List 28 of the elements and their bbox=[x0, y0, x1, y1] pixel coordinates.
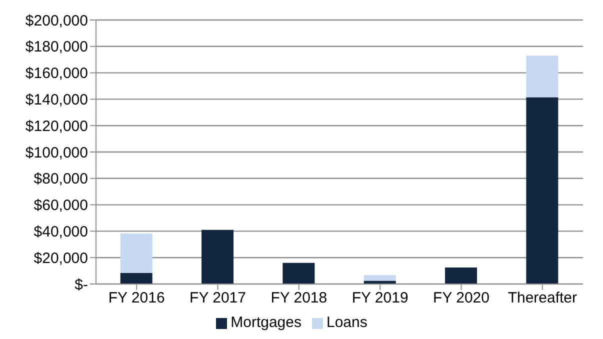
legend-label: Loans bbox=[326, 314, 368, 331]
y-tick-label: $180,000 bbox=[25, 38, 88, 56]
bar bbox=[120, 233, 152, 274]
y-tick-label: $200,000 bbox=[25, 12, 88, 30]
bar bbox=[526, 56, 558, 98]
y-tick-label: $40,000 bbox=[34, 224, 88, 241]
y-tick-label: $140,000 bbox=[25, 92, 88, 109]
bar bbox=[364, 275, 396, 281]
bar bbox=[202, 230, 234, 284]
legend-label: Mortgages bbox=[230, 314, 302, 331]
bar bbox=[445, 268, 478, 284]
x-tick-label: FY 2016 bbox=[108, 290, 165, 307]
x-tick-label: FY 2018 bbox=[270, 290, 328, 307]
y-tick-label: $20,000 bbox=[34, 250, 88, 267]
x-tick-label: FY 2019 bbox=[352, 290, 408, 307]
y-tick-label: $160,000 bbox=[25, 65, 88, 82]
bar bbox=[282, 262, 315, 284]
y-tick-label: $- bbox=[74, 276, 88, 294]
y-tick-label: $60,000 bbox=[34, 197, 88, 214]
bar bbox=[120, 273, 152, 284]
bar bbox=[364, 280, 396, 284]
y-tick-label: $120,000 bbox=[25, 118, 88, 135]
y-tick-label: $80,000 bbox=[34, 170, 88, 188]
y-tick-label: $100,000 bbox=[25, 144, 88, 162]
x-tick-label: FY 2020 bbox=[433, 290, 490, 307]
x-tick-label: FY 2017 bbox=[190, 290, 246, 307]
x-tick-label: Thereafter bbox=[508, 290, 578, 307]
bar bbox=[526, 97, 558, 284]
